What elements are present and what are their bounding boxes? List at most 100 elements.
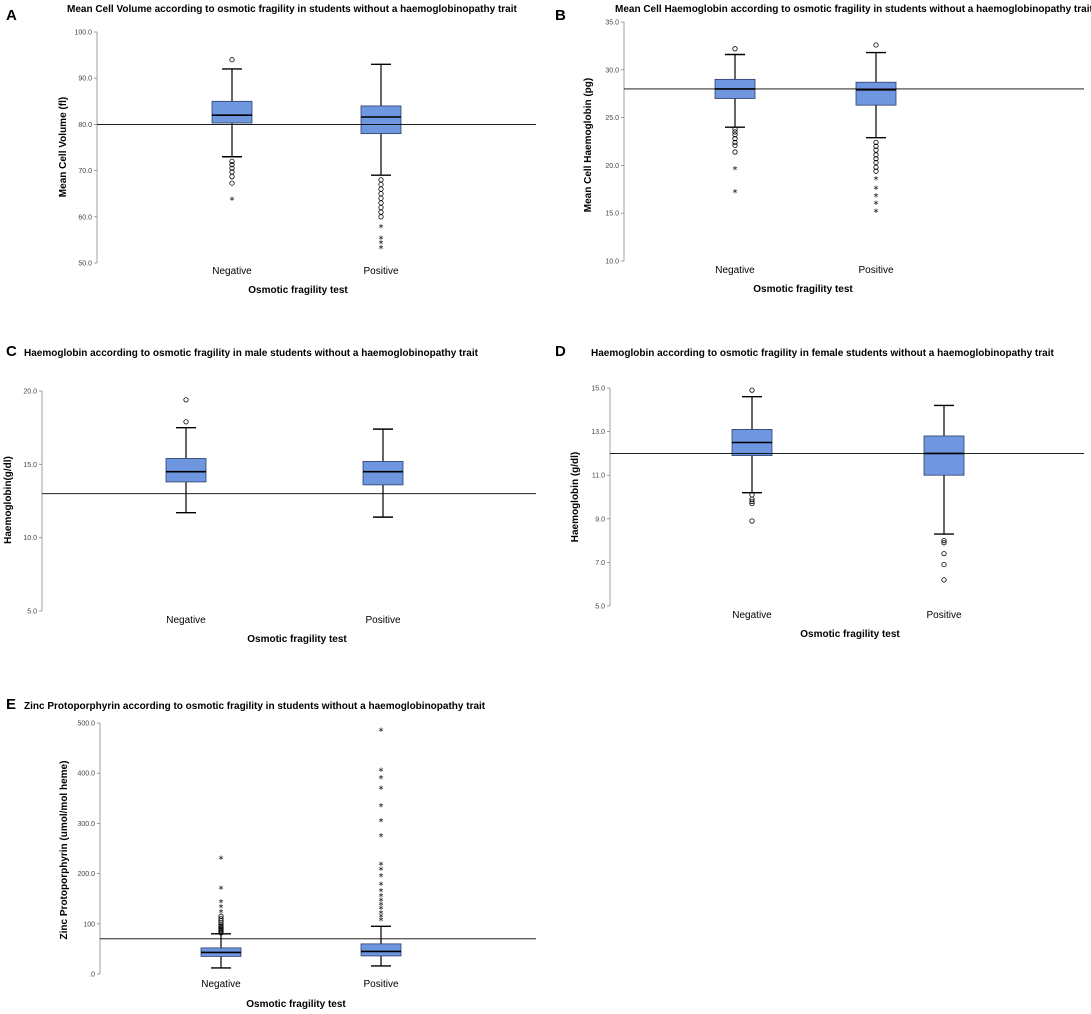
- panel-b-title: Mean Cell Haemoglobin according to osmot…: [615, 4, 1091, 15]
- panel-a-outlier: [378, 204, 384, 211]
- panel-e-extreme: *: [379, 892, 384, 903]
- panel-a-extreme: *: [379, 239, 384, 250]
- panel-b-outlier: [873, 139, 879, 146]
- panel-c-outlier: [183, 419, 189, 425]
- panel-c-box-positive: [362, 460, 404, 486]
- panel-d-title: Haemoglobin according to osmotic fragili…: [591, 348, 1054, 359]
- panel-b-outlier: [732, 126, 738, 132]
- panel-b-outlier: [732, 132, 738, 138]
- panel-d-category-label: Positive: [926, 610, 961, 621]
- panel-b-y-tick-label: 30.0: [605, 67, 619, 74]
- panel-c-letter: C: [6, 343, 17, 360]
- panel-e-extreme: *: [379, 817, 384, 828]
- panel-b-y-label: Mean Cell Haemoglobin (pg): [583, 78, 594, 212]
- panel-e-extreme: *: [379, 897, 384, 908]
- panel-c-category-label: Positive: [365, 615, 400, 626]
- panel-c-box-negative: [165, 458, 207, 483]
- panel-c-x-label: Osmotic fragility test: [247, 634, 347, 645]
- panel-e-extreme: *: [379, 861, 384, 872]
- panel-e-outlier: [218, 913, 224, 919]
- panel-b-x-label: Osmotic fragility test: [753, 284, 853, 295]
- panel-d-outlier: [749, 518, 755, 524]
- panel-e-extreme: *: [379, 905, 384, 916]
- panel-e-title: Zinc Protoporphyrin according to osmotic…: [24, 701, 486, 712]
- panel-d-outlier: [941, 551, 947, 557]
- panel-e-extreme: *: [379, 784, 384, 795]
- panel-a-outlier: [378, 177, 384, 183]
- panel-e-y-tick-label: 300.0: [77, 821, 95, 828]
- panel-b-outlier: [873, 168, 879, 174]
- panel-d-y-tick-label: 13.0: [591, 429, 605, 436]
- panel-b-outlier: [732, 139, 738, 146]
- panel-a-letter: A: [6, 7, 17, 24]
- panel-b-outlier: [873, 164, 879, 170]
- panel-a-outlier: [378, 209, 384, 215]
- panel-a-outlier: [229, 165, 235, 171]
- panel-d-x-label: Osmotic fragility test: [800, 629, 900, 640]
- panel-e-letter: E: [6, 696, 16, 713]
- panel-b-y-tick-label: 10.0: [605, 259, 619, 266]
- panel-a-y-tick-label: 70.0: [78, 168, 92, 175]
- panel-e-y-tick-label: 400.0: [77, 771, 95, 778]
- panel-d-box-positive: [923, 435, 965, 476]
- panel-b-extreme: *: [733, 165, 738, 176]
- panel-d-outlier: [941, 577, 947, 583]
- panel-a-outlier: [378, 181, 384, 188]
- panel-c-title: Haemoglobin according to osmotic fragili…: [24, 348, 479, 359]
- panel-a-y-tick-label: 100.0: [74, 30, 92, 37]
- panel-e-extreme: *: [379, 866, 384, 877]
- panel-a-outlier: [229, 174, 235, 180]
- panel-e-y-label: Zinc Protoporphyrin (umol/mol heme): [59, 761, 70, 940]
- panel-a-y-tick-label: 60.0: [78, 214, 92, 221]
- panel-e-extreme: *: [379, 909, 384, 920]
- panel-a-y-tick-label: 90.0: [78, 76, 92, 83]
- panel-a-outlier: [229, 57, 235, 63]
- panel-b-outlier: [873, 156, 879, 162]
- panel-d-y-tick-label: 9.0: [595, 516, 605, 523]
- panel-b-category-label: Negative: [715, 265, 755, 276]
- panel-b-outlier: [732, 149, 738, 155]
- panel-e-y-tick-label: 500.0: [77, 721, 95, 728]
- panel-a-outlier: [378, 200, 384, 206]
- panel-e-extreme: *: [379, 881, 384, 892]
- panel-a-outlier: [378, 195, 384, 201]
- panel-d-outlier: [749, 500, 755, 507]
- panel-b-y-tick-label: 15.0: [605, 211, 619, 218]
- panel-a-outlier: [229, 180, 235, 186]
- panel-a-outlier: [229, 158, 235, 164]
- panel-d-y-tick-label: 7.0: [595, 560, 605, 567]
- panel-c-y-tick-label: 20.0: [23, 389, 37, 396]
- panel-b-outlier: [873, 143, 879, 149]
- panel-a-outlier: [229, 161, 235, 168]
- panel-b-y-tick-label: 20.0: [605, 163, 619, 170]
- panel-a-outlier: [378, 214, 384, 220]
- panel-c-outlier: [183, 397, 189, 403]
- panel-b-outlier: [732, 142, 738, 148]
- panel-c-y-tick-label: 15.0: [23, 462, 37, 469]
- panel-a-extreme: *: [230, 196, 235, 207]
- panel-e-box-positive: [360, 943, 402, 957]
- panel-e-y-tick-label: .0: [89, 972, 95, 979]
- panel-d-outlier: [941, 561, 947, 568]
- panel-b-outlier: [732, 129, 738, 135]
- panel-e-extreme: *: [379, 872, 384, 883]
- panel-e-category-label: Positive: [363, 979, 398, 990]
- panel-b-y-tick-label: 35.0: [605, 20, 619, 27]
- panel-d-category-label: Negative: [732, 610, 772, 621]
- panel-e-outlier: [218, 916, 224, 922]
- panel-d-outlier: [941, 537, 947, 544]
- panel-a-title: Mean Cell Volume according to osmotic fr…: [67, 4, 518, 15]
- panel-b-outlier: [873, 42, 879, 48]
- panel-e-y-tick-label: 200.0: [77, 871, 95, 878]
- panel-e-category-label: Negative: [201, 979, 241, 990]
- panel-e-extreme: *: [379, 767, 384, 778]
- panel-e-x-label: Osmotic fragility test: [246, 999, 346, 1010]
- panel-a-box-negative: [211, 100, 253, 124]
- panel-b-extreme: *: [733, 188, 738, 199]
- panel-e-extreme: *: [379, 912, 384, 923]
- panel-d-outlier: [749, 498, 755, 504]
- panel-a-extreme: *: [379, 223, 384, 234]
- panel-b-extreme: *: [874, 184, 879, 195]
- panel-e-extreme: *: [219, 885, 224, 896]
- panel-b-extreme: *: [874, 192, 879, 203]
